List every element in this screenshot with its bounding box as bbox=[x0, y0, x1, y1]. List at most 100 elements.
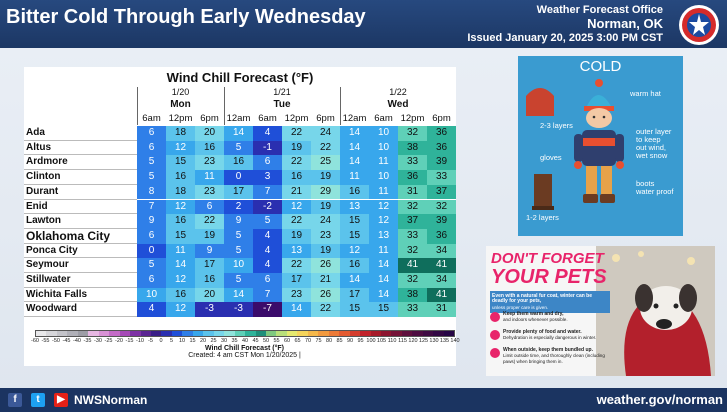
legend-colorbar bbox=[35, 330, 455, 337]
legend-tick-label: 120 bbox=[408, 338, 418, 344]
wind-chill-cell: -2 bbox=[253, 199, 282, 215]
legend-swatch bbox=[245, 331, 256, 336]
wind-chill-cell: 19 bbox=[282, 140, 311, 156]
wind-chill-cell: 38 bbox=[398, 140, 427, 156]
wind-chill-cell: 6 bbox=[253, 273, 282, 288]
food-bowl-icon bbox=[490, 330, 500, 340]
wind-chill-cell: 37 bbox=[427, 184, 456, 200]
legend-swatch bbox=[119, 331, 131, 336]
wind-chill-cell: 16 bbox=[340, 258, 369, 273]
city-name: Oklahoma City bbox=[26, 228, 111, 243]
legend-tick-label: -15 bbox=[125, 338, 134, 344]
legend-tick-label: 40 bbox=[241, 338, 249, 344]
website-link[interactable]: weather.gov/norman bbox=[596, 392, 723, 407]
legend-ticks: -60 -55 -50 -45 -40 -35 -30 -25 -20 -15 -10 -5 0 5 10 1… bbox=[31, 338, 460, 346]
header-bar: Bitter Cold Through Early Wednesday Weat… bbox=[0, 0, 727, 48]
legend-tick-label: 25 bbox=[210, 338, 217, 344]
wind-chill-cell: 9 bbox=[224, 214, 253, 229]
legend-tick-label: 110 bbox=[387, 338, 397, 344]
wind-chill-cell: 14 bbox=[166, 258, 195, 273]
city-name: Stillwater bbox=[26, 274, 71, 285]
wind-chill-cell: 23 bbox=[282, 287, 311, 303]
wind-chill-cell: 16 bbox=[166, 170, 195, 185]
legend-tick-label: 30 bbox=[220, 338, 228, 344]
wind-chill-cell: 5 bbox=[224, 140, 253, 156]
hour-label: 12pm bbox=[168, 113, 193, 124]
wind-chill-cell: 16 bbox=[340, 184, 369, 200]
wind-chill-cell: 4 bbox=[253, 258, 282, 273]
wind-chill-cell: 41 bbox=[427, 287, 456, 303]
wind-chill-cell: 10 bbox=[369, 126, 398, 141]
wind-chill-cell: 11 bbox=[195, 170, 224, 185]
wind-chill-cell: 41 bbox=[427, 258, 456, 273]
twitter-icon[interactable]: t bbox=[31, 393, 45, 407]
wind-chill-cell: 14 bbox=[224, 126, 253, 141]
legend-swatch bbox=[401, 331, 413, 336]
row-divider bbox=[24, 154, 137, 156]
office-line2: Norman, OK bbox=[587, 16, 663, 31]
wind-chill-cell: 17 bbox=[340, 287, 369, 303]
wind-chill-cell: 8 bbox=[137, 184, 166, 200]
legend-tick-label: 90 bbox=[346, 338, 354, 344]
legend-swatch bbox=[182, 331, 193, 336]
wind-chill-cell: 20 bbox=[195, 287, 224, 303]
wind-chill-cell: 6 bbox=[253, 155, 282, 171]
wind-chill-cell: 34 bbox=[427, 243, 456, 259]
wind-chill-cell: 36 bbox=[427, 140, 456, 156]
legend-tick-label: 75 bbox=[315, 338, 322, 344]
wind-chill-cell: 12 bbox=[282, 199, 311, 215]
legend-tick-label: 5 bbox=[169, 338, 174, 344]
youtube-icon[interactable]: ▶ bbox=[54, 393, 68, 407]
day-divider bbox=[224, 87, 225, 125]
legend-swatch bbox=[349, 331, 361, 336]
wind-chill-cell: 36 bbox=[427, 228, 456, 244]
wind-chill-cell: 31 bbox=[427, 302, 456, 318]
wind-chill-cell: 19 bbox=[311, 170, 340, 185]
wind-chill-cell: 32 bbox=[398, 126, 427, 141]
wind-chill-cell: 32 bbox=[398, 273, 427, 288]
day-date: 1/20 bbox=[171, 87, 190, 97]
legend-swatch bbox=[234, 331, 246, 336]
legend-tick-label: -20 bbox=[115, 338, 123, 344]
legend-swatch bbox=[36, 331, 47, 336]
day-name: Tue bbox=[273, 99, 291, 110]
social-handle[interactable]: NWSNorman bbox=[74, 393, 148, 407]
wind-chill-cell: 14 bbox=[340, 126, 369, 141]
legend-tick-label: -45 bbox=[62, 338, 71, 344]
legend-swatch bbox=[46, 331, 57, 336]
wind-chill-cell: 10 bbox=[369, 140, 398, 156]
legend-tick-label: 45 bbox=[252, 338, 259, 344]
legend-swatch bbox=[318, 331, 329, 336]
wind-chill-cell: 16 bbox=[166, 214, 195, 229]
legend-swatch bbox=[98, 331, 110, 336]
wind-chill-cell: 32 bbox=[427, 199, 456, 215]
tip1-text: unless proper care is given. bbox=[492, 304, 549, 310]
hour-label: 6am bbox=[142, 113, 161, 124]
hour-label: 12pm bbox=[284, 113, 309, 124]
legend-swatch bbox=[224, 331, 235, 336]
wind-chill-cell: 11 bbox=[340, 170, 369, 185]
legend-tick-label: 95 bbox=[357, 338, 364, 344]
wind-chill-cell: 33 bbox=[398, 228, 427, 244]
legend-swatch bbox=[77, 331, 89, 336]
wind-chill-cell: 14 bbox=[224, 287, 253, 303]
wind-chill-cell: 5 bbox=[137, 155, 166, 171]
wind-chill-cell: 4 bbox=[253, 126, 282, 141]
wind-chill-cell: 29 bbox=[311, 184, 340, 200]
facebook-icon[interactable]: f bbox=[8, 393, 22, 407]
legend-swatch bbox=[276, 331, 287, 336]
legend-tick-label: 100 bbox=[366, 338, 376, 344]
legend-tick-label: 125 bbox=[418, 338, 429, 344]
legend-swatch bbox=[339, 331, 350, 336]
label-gloves: gloves bbox=[540, 153, 562, 162]
pets-heading-1: DON'T FORGET bbox=[491, 250, 604, 267]
wind-chill-cell: 6 bbox=[137, 228, 166, 244]
row-divider bbox=[24, 198, 137, 200]
wind-chill-cell: 12 bbox=[340, 243, 369, 259]
tip3-bold: Provide plenty of food and water. bbox=[503, 329, 582, 335]
wind-chill-cell: 6 bbox=[137, 140, 166, 156]
legend-swatch bbox=[380, 331, 392, 336]
legend-swatch bbox=[67, 331, 78, 336]
wind-chill-cell: 22 bbox=[195, 214, 224, 229]
row-divider bbox=[24, 213, 137, 215]
